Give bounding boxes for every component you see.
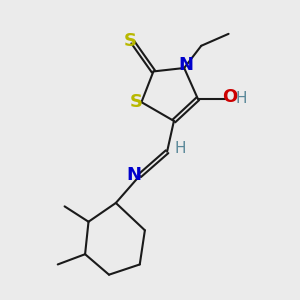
Text: N: N (126, 166, 141, 184)
Text: H: H (174, 141, 186, 156)
Text: S: S (124, 32, 137, 50)
Text: S: S (130, 93, 143, 111)
Text: O: O (222, 88, 237, 106)
Text: N: N (178, 56, 194, 74)
Text: H: H (236, 91, 247, 106)
